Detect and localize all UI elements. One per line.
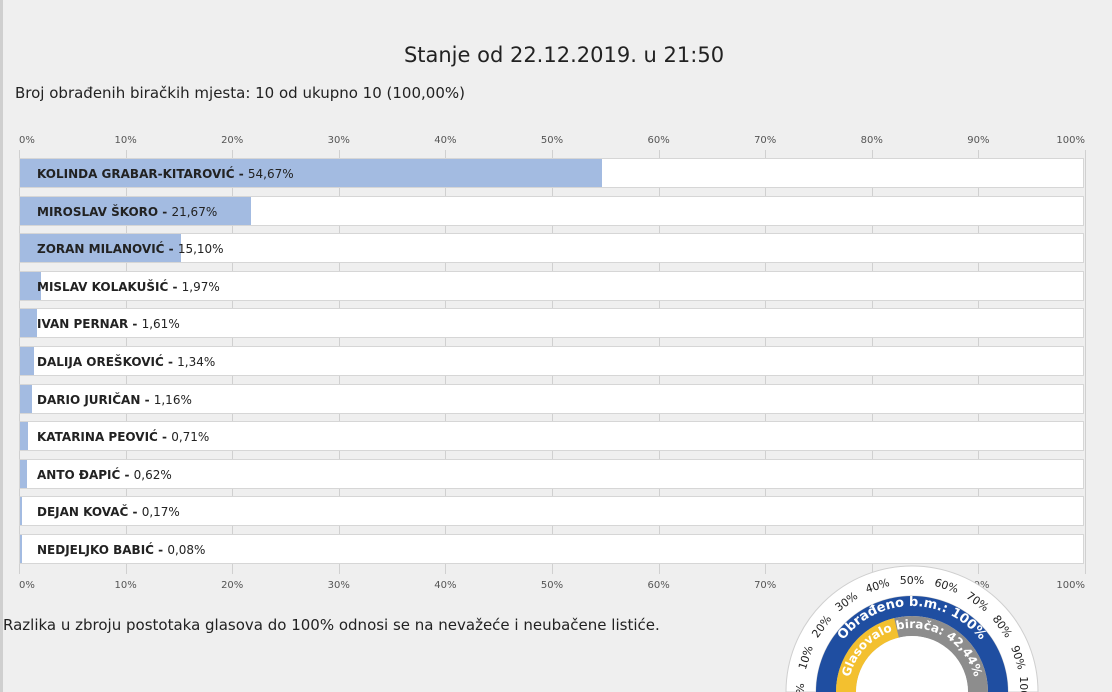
candidate-separator: -	[128, 505, 142, 519]
candidate-percentage: 1,61%	[141, 317, 180, 331]
candidate-percentage: 1,97%	[181, 280, 220, 294]
axis-tick-label: 40%	[434, 580, 457, 591]
candidate-name: KOLINDA GRABAR-KITAROVIĆ	[37, 167, 235, 181]
gauge-hub	[856, 636, 968, 692]
candidate-separator: -	[120, 468, 134, 482]
candidate-row: DARIO JURIČAN - 1,16%	[19, 384, 1084, 414]
candidate-name: DEJAN KOVAČ	[37, 505, 129, 519]
axis-tick-label: 80%	[860, 135, 883, 146]
candidate-label: DEJAN KOVAČ - 0,17%	[37, 497, 180, 527]
candidate-separator: -	[163, 355, 178, 369]
candidate-label: IVAN PERNAR - 1,61%	[37, 309, 180, 339]
axis-tick-label: 100%	[1056, 580, 1085, 591]
candidate-separator: -	[140, 393, 154, 407]
candidate-label: DALIJA OREŠKOVIĆ - 1,34%	[37, 347, 215, 377]
candidate-label: MISLAV KOLAKUŠIĆ - 1,97%	[37, 272, 220, 302]
processed-stations-summary: Broj obrađenih biračkih mjesta: 10 od uk…	[15, 84, 465, 102]
gauge-turnout-arc	[836, 618, 899, 692]
candidate-name: NEDJELJKO BABIĆ	[37, 543, 154, 557]
candidate-percentage: 15,10%	[177, 242, 224, 256]
candidate-bar	[20, 309, 38, 337]
axis-tick-label: 10%	[114, 135, 137, 146]
candidate-row: KATARINA PEOVIĆ - 0,71%	[19, 421, 1084, 451]
axis-tick-label: 20%	[221, 580, 244, 591]
candidate-separator: -	[128, 317, 142, 331]
axis-tick-label: 30%	[327, 580, 350, 591]
axis-tick-label: 20%	[221, 135, 244, 146]
candidate-bar	[20, 159, 603, 187]
candidate-name: DALIJA OREŠKOVIĆ	[37, 355, 164, 369]
candidate-bar	[20, 272, 41, 300]
footnote: Razlika u zbroju postotaka glasova do 10…	[3, 616, 660, 634]
top-axis: 0% 10% 20% 30% 40% 50% 60% 70% 80% 90% 100%	[19, 135, 1085, 149]
candidate-separator: -	[168, 280, 182, 294]
candidate-label: ANTO ĐAPIĆ - 0,62%	[37, 460, 172, 490]
axis-tick-label: 60%	[647, 135, 670, 146]
axis-tick-label: 70%	[754, 135, 777, 146]
axis-tick-label: 30%	[327, 135, 350, 146]
axis-tick-label: 70%	[754, 580, 777, 591]
gauge-scale-tick: 50%	[900, 574, 924, 587]
candidate-row: ZORAN MILANOVIĆ - 15,10%	[19, 233, 1084, 263]
grid-line	[1085, 150, 1086, 574]
candidate-name: KATARINA PEOVIĆ	[37, 430, 158, 444]
candidate-row: MIROSLAV ŠKORO - 21,67%	[19, 196, 1084, 226]
turnout-gauge: Obrađeno b.m.: 100% Glasovalo birača: 42…	[785, 565, 1039, 692]
axis-tick-label: 40%	[434, 135, 457, 146]
candidate-name: MISLAV KOLAKUŠIĆ	[37, 280, 169, 294]
axis-tick-label: 50%	[540, 580, 564, 591]
candidate-bar	[20, 422, 28, 450]
axis-tick-label: 50%	[540, 135, 564, 146]
candidate-row: NEDJELJKO BABIĆ - 0,08%	[19, 534, 1084, 564]
axis-tick-label: 0%	[19, 580, 35, 591]
left-edge	[0, 0, 3, 692]
candidate-percentage: 1,34%	[177, 355, 216, 369]
candidate-row: KOLINDA GRABAR-KITAROVIĆ - 54,67%	[19, 158, 1084, 188]
candidate-row: DEJAN KOVAČ - 0,17%	[19, 496, 1084, 526]
candidate-bar	[20, 234, 181, 262]
axis-tick-label: 60%	[647, 580, 670, 591]
candidate-percentage: 1,16%	[153, 393, 192, 407]
axis-tick-label: 90%	[967, 135, 990, 146]
candidate-separator: -	[153, 543, 168, 557]
page-title: Stanje od 22.12.2019. u 21:50	[403, 43, 725, 67]
candidate-row: MISLAV KOLAKUŠIĆ - 1,97%	[19, 271, 1084, 301]
candidate-name: DARIO JURIČAN	[37, 393, 141, 407]
candidate-percentage: 21,67%	[171, 205, 218, 219]
candidate-percentage: 0,08%	[167, 543, 206, 557]
candidate-label: NEDJELJKO BABIĆ - 0,08%	[37, 535, 205, 565]
axis-tick-label: 0%	[19, 135, 35, 146]
gauge-scale-tick: 100%	[1017, 676, 1030, 692]
candidate-row: DALIJA OREŠKOVIĆ - 1,34%	[19, 346, 1084, 376]
candidate-separator: -	[164, 242, 178, 256]
candidate-bar	[20, 535, 22, 563]
candidate-percentage: 54,67%	[247, 167, 294, 181]
gauge-scale-tick: 0%	[794, 683, 807, 692]
candidate-label: MIROSLAV ŠKORO - 21,67%	[37, 197, 217, 227]
candidate-row: IVAN PERNAR - 1,61%	[19, 308, 1084, 338]
candidate-name: IVAN PERNAR	[37, 317, 129, 331]
candidate-name: ANTO ĐAPIĆ	[37, 468, 121, 482]
candidate-bar	[20, 460, 27, 488]
gauge-processed-arc	[816, 596, 1008, 692]
candidate-label: ZORAN MILANOVIĆ - 15,10%	[37, 234, 224, 264]
axis-tick-label: 10%	[114, 580, 137, 591]
candidate-label: KATARINA PEOVIĆ - 0,71%	[37, 422, 209, 452]
candidate-label: DARIO JURIČAN - 1,16%	[37, 385, 192, 415]
candidate-row: ANTO ĐAPIĆ - 0,62%	[19, 459, 1084, 489]
candidate-bar	[20, 347, 35, 375]
candidate-percentage: 0,17%	[141, 505, 180, 519]
candidate-bar	[20, 385, 33, 413]
candidate-percentage: 0,71%	[171, 430, 210, 444]
candidate-label: KOLINDA GRABAR-KITAROVIĆ - 54,67%	[37, 159, 294, 189]
candidate-name: MIROSLAV ŠKORO	[37, 205, 159, 219]
candidate-bar	[20, 197, 251, 225]
candidate-separator: -	[234, 167, 248, 181]
candidate-separator: -	[157, 430, 172, 444]
candidate-separator: -	[158, 205, 172, 219]
candidate-name: ZORAN MILANOVIĆ	[37, 242, 165, 256]
candidate-percentage: 0,62%	[133, 468, 172, 482]
candidate-bar	[20, 497, 22, 525]
axis-tick-label: 100%	[1056, 135, 1085, 146]
